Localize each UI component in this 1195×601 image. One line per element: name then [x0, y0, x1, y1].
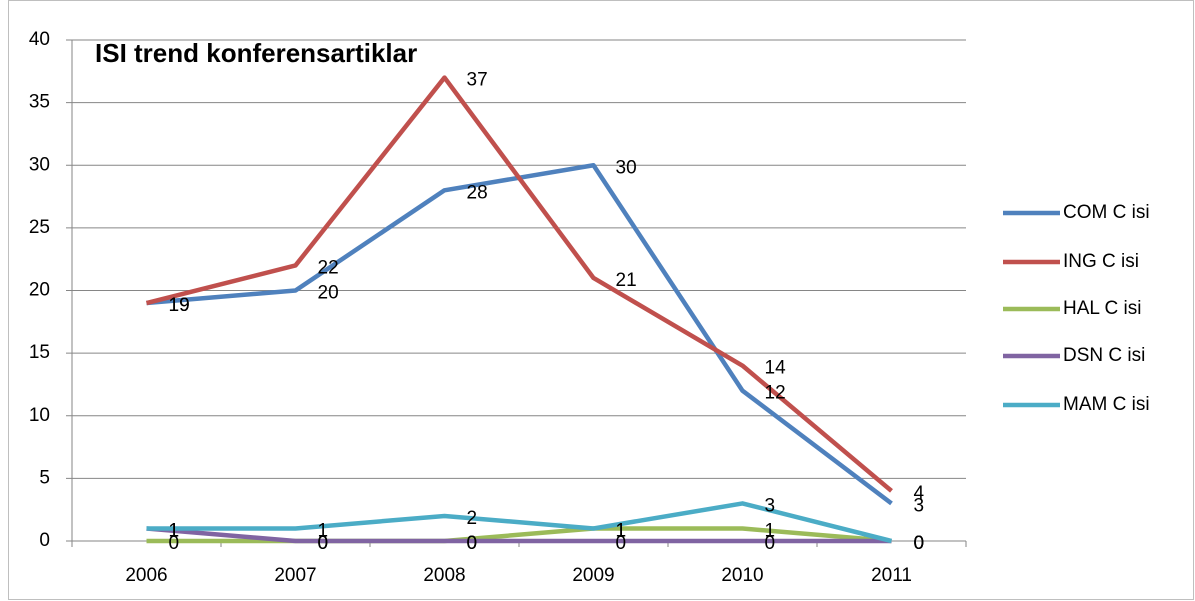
data-label: 37 — [467, 70, 488, 91]
data-label: 3 — [765, 495, 776, 516]
data-label: 20 — [318, 283, 339, 304]
data-label: 19 — [169, 295, 190, 316]
legend-label: HAL C isi — [1063, 298, 1141, 319]
data-label: 22 — [318, 257, 339, 278]
y-tick-label: 0 — [39, 530, 50, 551]
data-label: 30 — [616, 157, 637, 178]
y-tick-label: 40 — [29, 29, 50, 50]
x-tick-label: 2009 — [572, 565, 614, 586]
data-label: 19 — [169, 295, 190, 316]
data-label: 14 — [765, 358, 787, 379]
data-label: 0 — [914, 533, 925, 554]
x-tick-label: 2007 — [274, 565, 316, 586]
legend-label: ING C isi — [1063, 251, 1139, 272]
x-tick-label: 2010 — [721, 565, 763, 586]
x-tick-label: 2011 — [871, 565, 912, 586]
series-line — [145, 75, 893, 493]
legend-label: MAM C isi — [1063, 394, 1150, 415]
data-label: 0 — [318, 533, 329, 554]
y-tick-label: 15 — [29, 342, 50, 363]
data-label: 1 — [169, 520, 180, 541]
data-label: 0 — [169, 533, 180, 554]
data-label: 0 — [616, 533, 627, 554]
data-label: 4 — [914, 483, 925, 504]
y-tick-label: 35 — [29, 92, 50, 113]
y-tick-label: 25 — [29, 217, 50, 238]
data-label: 1 — [616, 520, 627, 541]
data-label: 0 — [467, 533, 478, 554]
data-label: 0 — [318, 533, 329, 554]
y-tick-label: 5 — [39, 467, 50, 488]
data-label: 1 — [169, 520, 180, 541]
y-tick-label: 10 — [29, 405, 50, 426]
data-label: 0 — [914, 533, 925, 554]
y-tick-label: 20 — [29, 280, 50, 301]
data-label: 1 — [616, 520, 627, 541]
x-tick-label: 2008 — [423, 565, 465, 586]
data-label: 21 — [616, 270, 637, 291]
data-label: 0 — [765, 533, 776, 554]
series-line — [146, 526, 892, 544]
data-label: 12 — [765, 383, 786, 404]
x-tick-label: 2006 — [125, 565, 167, 586]
legend-label: COM C isi — [1063, 202, 1150, 223]
chart-title: ISI trend konferensartiklar — [95, 38, 417, 68]
data-label: 28 — [467, 182, 488, 203]
data-label: 2 — [467, 508, 478, 529]
data-label: 3 — [914, 495, 925, 516]
data-label: 0 — [467, 533, 478, 554]
data-label: 0 — [914, 533, 925, 554]
series-line — [146, 501, 893, 544]
data-label: 1 — [765, 520, 776, 541]
legend-label: DSN C isi — [1063, 345, 1145, 366]
y-tick-label: 30 — [29, 154, 50, 175]
data-label: 1 — [318, 520, 329, 541]
